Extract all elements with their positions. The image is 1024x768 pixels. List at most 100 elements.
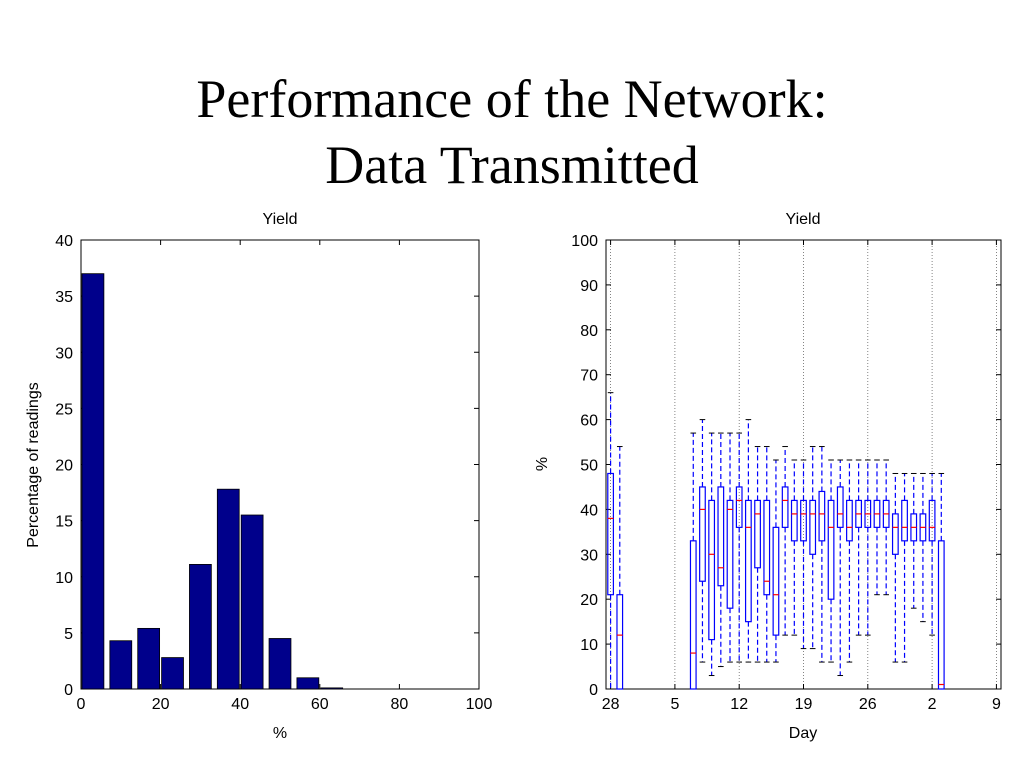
histogram-x-tick-label: 20 [152,696,170,713]
boxplot-box [919,472,927,623]
histogram-bar [216,488,240,690]
boxplot-box [790,459,798,636]
boxplot-box [910,472,918,609]
boxplot-box [726,432,734,663]
boxplot-x-tick-label: 28 [602,696,620,713]
boxplot-y-tick-label: 20 [580,592,598,609]
boxplot-x-tick-label: 19 [795,696,813,713]
boxplot-chart: Yield Day % 28 5 12 19 26 2 901020304050607080… [534,211,1002,742]
boxplot-iqr-box [726,499,734,609]
boxplot-iqr-box [800,499,807,542]
boxplot-iqr-box [735,486,743,528]
histogram-y-tick-label: 25 [55,401,73,418]
boxplot-iqr-box [754,499,761,569]
boxplot-box [836,459,844,677]
boxplot-y-tick-label: 100 [571,233,598,250]
histogram-y-tick-label: 0 [64,682,73,699]
boxplot-box [846,459,853,663]
histogram-x-tick-label: 100 [466,696,493,713]
boxplot-box [864,459,872,636]
histogram-y-tick-label: 35 [55,289,73,306]
boxplot-iqr-box [891,513,899,555]
boxplot-title: Yield [786,211,821,228]
boxplot-iqr-box [818,490,826,542]
slide-title-line-2: Data Transmitted [325,135,699,195]
boxplot-x-tick-label: 26 [859,696,877,713]
boxplot-box [809,446,817,650]
boxplot-box [607,392,614,690]
histogram-bar [296,677,320,690]
boxplot-box [708,432,716,677]
boxplot-iqr-box [607,472,614,596]
boxplot-y-tick-label: 10 [580,637,598,654]
boxplot-iqr-box [772,526,780,636]
histogram-bar [161,657,184,690]
boxplot-box [855,459,863,636]
histogram-bar [109,640,133,690]
histogram-title: Yield [263,211,298,228]
boxplot-iqr-box [836,486,844,528]
boxplot-y-tick-label: 40 [580,502,598,519]
boxplot-iqr-box [616,594,624,690]
boxplot-box [937,472,945,690]
boxplot-box [699,419,706,663]
boxplot-iqr-box [809,499,817,555]
boxplot-box [772,459,780,663]
boxplot-iqr-box [846,499,853,542]
boxplot-box [891,472,899,663]
boxplot-iqr-box [901,499,908,542]
boxplot-y-tick-label: 0 [589,682,598,699]
boxplot-y-label: % [534,457,551,471]
histogram-y-tick-label: 15 [55,514,73,531]
boxplot-box [735,432,743,663]
boxplot-iqr-box [689,540,697,690]
boxplot-box [827,459,835,663]
boxplot-iqr-box [790,499,798,542]
histogram-x-tick-label: 80 [391,696,409,713]
boxplot-box [763,446,771,663]
histogram-bar [320,687,344,690]
boxplot-box [717,432,725,668]
boxplot-x-tick-label: 5 [670,696,679,713]
histogram-axes-box [80,239,480,690]
boxplot-box [882,459,890,596]
histogram-bar [268,638,292,690]
boxplot-box [744,419,752,663]
histogram-bar [137,627,161,690]
histogram-bar [189,564,212,690]
boxplot-iqr-box [937,540,945,690]
histogram-x-tick-label: 40 [231,696,249,713]
boxplot-box [781,446,789,636]
boxplot-y-tick-label: 60 [580,413,598,430]
histogram-x-tick-label: 60 [311,696,329,713]
boxplot-iqr-box [781,486,789,528]
boxplot-x-tick-label: 9 [992,696,1001,713]
boxplot-iqr-box [763,499,771,596]
histogram-y-tick-label: 20 [55,458,73,475]
boxplot-iqr-box [827,499,835,600]
boxplot-y-tick-label: 30 [580,547,598,564]
histogram-chart: Yield % Percentage of readings 0 20 40 60 80… [25,211,492,742]
boxplot-iqr-box [699,486,706,582]
boxplot-box [800,459,807,650]
histogram-bar [81,273,105,690]
boxplot-iqr-box [744,499,752,623]
slide-title: Performance of the Network: Data Transmi… [0,66,1024,198]
boxplot-box [616,446,624,690]
boxplot-x-tick-label: 12 [730,696,748,713]
boxplot-box [873,459,881,596]
boxplot-box [901,472,908,663]
boxplot-y-tick-label: 70 [580,368,598,385]
boxplot-y-tick-label: 80 [580,323,598,340]
boxplot-box [928,472,936,636]
boxplot-iqr-box [717,486,725,587]
boxplot-box [754,446,761,663]
boxplot-y-tick-label: 50 [580,458,598,475]
histogram-y-tick-label: 5 [64,626,73,643]
histogram-x-label: % [273,725,287,742]
histogram-bar [240,514,264,690]
histogram-y-tick-label: 10 [55,570,73,587]
slide-title-line-1: Performance of the Network: [196,69,828,129]
histogram-y-label: Percentage of readings [25,382,42,547]
